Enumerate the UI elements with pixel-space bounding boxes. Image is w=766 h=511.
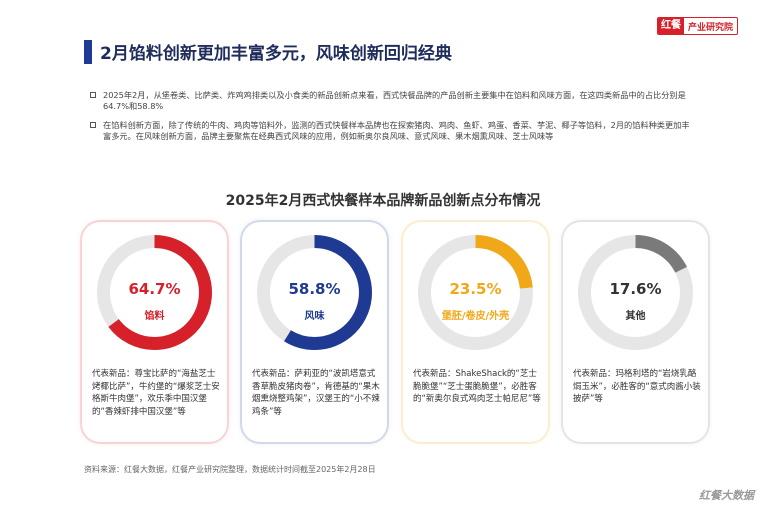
bullet-text: 在馅料创新方面，除了传统的牛肉、鸡肉等馅料外，监测的西式快餐样本品牌也在探索猪肉… [103,120,690,141]
representative-products-text: 代表新品：ShakeShack的“芝士脆脆堡”“芝士蛋脆脆堡”，必胜客的“新奥尔… [413,369,541,404]
donut-chart [257,235,372,350]
donut-chart [418,235,533,350]
page-title: 2月馅料创新更加丰富多元，风味创新回归经典 [100,44,452,64]
donut-arc [578,235,693,350]
donut-chart [578,235,693,350]
donut-arc [257,235,372,350]
donut-value-label: 17.6% [609,280,662,298]
bullet-item: 2025年2月，从堡卷类、比萨类、炸鸡鸡排类以及小食类的新品创新点来看，西式快餐… [90,90,690,112]
bullet-text: 2025年2月，从堡卷类、比萨类、炸鸡鸡排类以及小食类的新品创新点来看，西式快餐… [103,90,686,111]
representative-products-text: 代表新品：萨莉亚的“波凯塔意式香草脆皮猪肉卷”，肯德基的“果木烟熏烧整鸡架”，汉… [252,369,380,417]
brand-mark: 红餐 [658,18,684,34]
donut-category-label: 其他 [625,311,646,322]
bullet-square-icon [90,92,96,98]
donut-card: 64.7% 馅料代表新品：尊宝比萨的“海盐芝士烤椰比萨”，牛约堡的“爆浆芝士安格斯… [82,222,227,442]
title-accent-bar [84,40,92,64]
brand-logo: 红餐 产业研究院 [657,17,739,35]
donut-chart [97,235,212,350]
representative-products-text: 代表新品：玛格利塔的“岩烧乳酪焗玉米”，必胜客的“意式肉酱小装披萨”等 [573,369,701,404]
donut-arc [418,235,533,350]
chart-title: 2025年2月西式快餐样本品牌新品创新点分布情况 [225,193,541,209]
bullet-item: 在馅料创新方面，除了传统的牛肉、鸡肉等馅料外，监测的西式快餐样本品牌也在探索猪肉… [90,120,690,142]
donut-category-label: 馅料 [144,311,165,322]
source-note: 资料来源：红餐大数据，红餐产业研究院整理，数据统计时间截至2025年2月28日 [84,465,376,474]
bullet-square-icon [90,122,96,128]
donut-value-label: 58.8% [288,280,341,298]
donut-arc [97,235,212,350]
donut-value-label: 23.5% [449,280,502,298]
brand-name: 产业研究院 [688,22,734,33]
donut-value-label: 64.7% [128,280,181,298]
bullet-list: 2025年2月，从堡卷类、比萨类、炸鸡鸡排类以及小食类的新品创新点来看，西式快餐… [90,90,690,150]
representative-products-text: 代表新品：尊宝比萨的“海盐芝士烤椰比萨”，牛约堡的“爆浆芝士安格斯牛肉堡”，欢乐… [92,369,220,417]
donut-category-label: 堡胚/卷皮/外壳 [441,311,510,322]
donut-card: 58.8% 风味代表新品：萨莉亚的“波凯塔意式香草脆皮猪肉卷”，肯德基的“果木烟熏… [242,222,387,442]
donut-category-label: 风味 [304,311,325,322]
donut-card: 23.5% 堡胚/卷皮/外壳代表新品：ShakeShack的“芝士脆脆堡”“芝士蛋… [403,222,548,442]
watermark-logo: 红餐大数据 [699,489,754,502]
donut-card: 17.6% 其他代表新品：玛格利塔的“岩烧乳酪焗玉米”，必胜客的“意式肉酱小装披萨… [563,222,708,442]
